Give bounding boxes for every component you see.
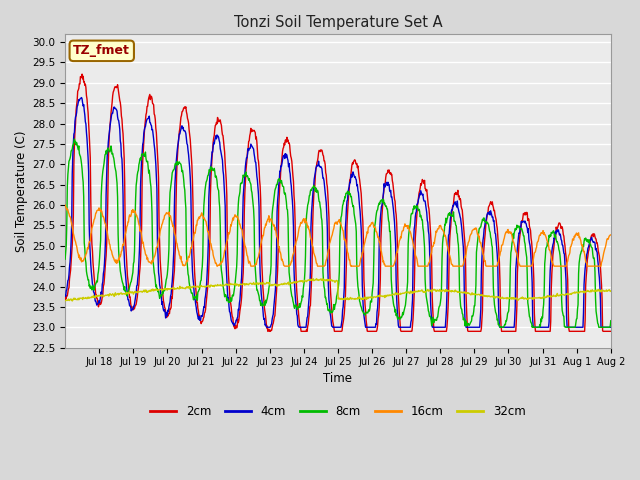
8cm	[282, 199, 290, 204]
8cm	[487, 236, 495, 242]
32cm	[282, 281, 290, 287]
2cm	[607, 328, 614, 334]
2cm	[264, 328, 271, 334]
4cm	[303, 319, 310, 325]
4cm	[488, 212, 495, 217]
2cm	[283, 134, 291, 140]
32cm	[607, 288, 614, 294]
8cm	[436, 300, 444, 305]
Text: TZ_fmet: TZ_fmet	[74, 44, 130, 57]
16cm	[487, 263, 495, 269]
4cm	[61, 292, 69, 298]
Line: 2cm: 2cm	[65, 74, 611, 331]
8cm	[498, 324, 506, 330]
32cm	[118, 290, 125, 296]
32cm	[302, 278, 310, 284]
2cm	[118, 113, 125, 119]
32cm	[498, 295, 506, 301]
4cm	[118, 154, 125, 159]
Line: 32cm: 32cm	[65, 279, 611, 301]
8cm	[607, 318, 614, 324]
Legend: 2cm, 4cm, 8cm, 16cm, 32cm: 2cm, 4cm, 8cm, 16cm, 32cm	[145, 401, 531, 423]
4cm	[263, 324, 271, 330]
4cm	[498, 324, 506, 330]
16cm	[497, 248, 505, 254]
16cm	[436, 222, 444, 228]
Y-axis label: Soil Temperature (C): Soil Temperature (C)	[15, 130, 28, 252]
Title: Tonzi Soil Temperature Set A: Tonzi Soil Temperature Set A	[234, 15, 442, 30]
2cm	[303, 326, 310, 332]
2cm	[61, 293, 69, 299]
32cm	[437, 288, 445, 294]
16cm	[214, 263, 221, 269]
16cm	[117, 252, 125, 258]
2cm	[78, 71, 86, 77]
8cm	[61, 256, 69, 262]
4cm	[77, 95, 85, 100]
4cm	[283, 152, 291, 158]
X-axis label: Time: Time	[323, 372, 353, 384]
8cm	[496, 324, 504, 330]
4cm	[437, 324, 445, 330]
8cm	[302, 222, 310, 228]
4cm	[607, 324, 614, 330]
2cm	[498, 328, 506, 334]
16cm	[61, 202, 69, 208]
32cm	[309, 276, 317, 282]
2cm	[437, 328, 445, 334]
32cm	[61, 298, 69, 304]
2cm	[488, 202, 495, 207]
16cm	[302, 219, 310, 225]
Line: 4cm: 4cm	[65, 97, 611, 327]
32cm	[68, 298, 76, 304]
16cm	[607, 232, 614, 238]
8cm	[70, 136, 78, 142]
32cm	[488, 293, 495, 299]
Line: 16cm: 16cm	[65, 205, 611, 266]
16cm	[282, 263, 290, 269]
8cm	[118, 275, 125, 280]
Line: 8cm: 8cm	[65, 139, 611, 327]
